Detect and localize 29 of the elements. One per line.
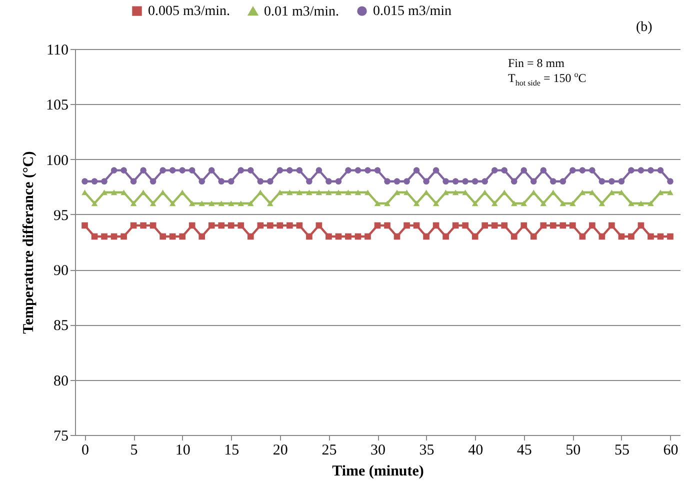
y-tick-label: 80 xyxy=(54,373,68,390)
text: (b) xyxy=(636,20,652,36)
x-tick-label: 55 xyxy=(614,442,630,458)
y-tick-label: 85 xyxy=(54,318,68,334)
y-tick-label: 95 xyxy=(54,208,68,224)
x-tick-label: 10 xyxy=(175,442,190,458)
x-tick-label: 20 xyxy=(272,442,288,458)
y-tick-label: 105 xyxy=(46,98,68,114)
x-tick-label: 45 xyxy=(516,442,532,458)
legend-label: 0.005 m3/min. xyxy=(148,4,230,20)
y-tick-label: 110 xyxy=(46,42,68,58)
x-tick-label: 0 xyxy=(82,442,90,458)
x-tick-label: 50 xyxy=(566,442,581,458)
x-tick-label: 25 xyxy=(322,442,337,458)
annotation: T$_{hot side}$ = 150 $^{o}$C xyxy=(508,70,586,88)
y-tick-label: 100 xyxy=(46,152,68,169)
y-axis-title: Temperature differance (°C) xyxy=(21,151,37,334)
y-tick-label: 75 xyxy=(54,428,68,444)
x-tick-label: 15 xyxy=(224,442,240,458)
y-tick-label: 90 xyxy=(54,263,68,280)
x-tick-label: 5 xyxy=(130,442,138,458)
legend-label: 0.01 m3/min. xyxy=(264,4,340,20)
x-tick-label: 60 xyxy=(663,442,678,458)
x-tick-label: 40 xyxy=(468,442,484,458)
x-tick-label: 35 xyxy=(419,442,434,458)
legend-label: 0.015 m3/min xyxy=(373,4,452,20)
annotation: Fin = 8 mm xyxy=(508,56,564,71)
x-tick-label: 30 xyxy=(370,442,386,458)
x-axis-title: Time (minute) xyxy=(332,464,424,480)
